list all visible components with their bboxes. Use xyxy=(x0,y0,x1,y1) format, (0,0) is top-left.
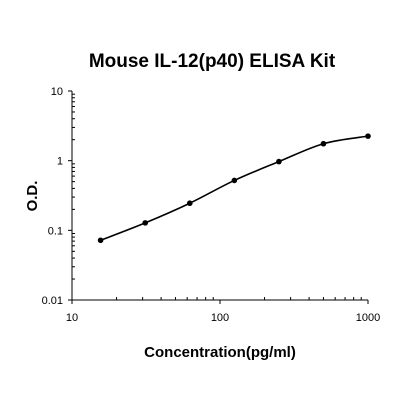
data-point xyxy=(186,200,193,207)
x-tick-label: 1000 xyxy=(356,312,380,324)
y-tick-labels: 0.01 0.1 1 10 xyxy=(42,86,63,307)
data-point xyxy=(276,158,282,165)
data-point xyxy=(231,177,238,184)
x-tick-labels: 10 100 1000 xyxy=(66,312,380,324)
axes xyxy=(68,90,369,304)
y-axis-title: O.D. xyxy=(24,181,41,212)
data-point xyxy=(365,133,371,139)
fit-curve xyxy=(100,135,369,242)
x-tick-label: 10 xyxy=(66,312,78,324)
x-tick-label: 100 xyxy=(211,312,229,324)
chart-title: Mouse IL-12(p40) ELISA Kit xyxy=(89,51,336,72)
data-points xyxy=(97,133,371,244)
y-tick-label: 0.01 xyxy=(42,295,63,307)
y-tick-label: 1 xyxy=(57,156,63,168)
y-tick-label: 0.1 xyxy=(48,225,63,237)
x-axis-title: Concentration(pg/ml) xyxy=(144,344,296,361)
y-tick-label: 10 xyxy=(51,86,63,98)
data-point xyxy=(320,140,327,147)
data-point xyxy=(142,220,149,226)
data-point xyxy=(97,237,104,244)
